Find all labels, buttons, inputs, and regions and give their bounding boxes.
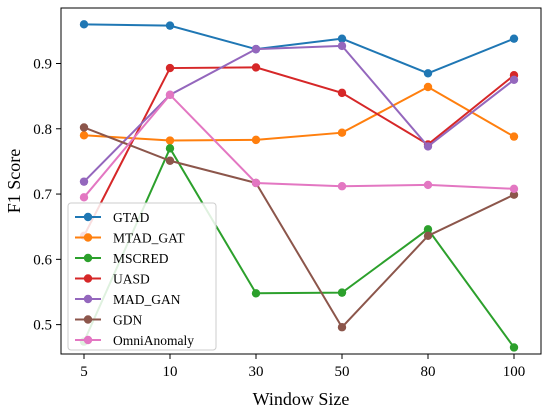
legend-label: UASD [113, 272, 150, 287]
data-point-mtad-gat [337, 128, 347, 137]
series-line-gdn [83, 126, 515, 329]
plot-frame [60, 7, 542, 355]
legend-swatch-marker [83, 274, 93, 283]
series-line-uasd [83, 66, 515, 237]
data-point-mscred [165, 144, 175, 153]
series-line-omnianomaly [83, 93, 515, 198]
data-point-gdn [79, 123, 89, 132]
data-point-gdn [509, 190, 519, 199]
series-layer [79, 20, 519, 352]
data-point-uasd [337, 88, 347, 98]
y-axis-title: F1 Score [4, 149, 24, 214]
data-point-mad-gan [251, 44, 261, 54]
data-point-mscred [423, 225, 433, 234]
data-point-mtad-gat [165, 136, 175, 145]
legend-item-gtad: GTAD [75, 210, 150, 225]
data-point-mad-gan [79, 177, 89, 186]
legend-label: MTAD_GAT [113, 231, 185, 246]
legend-item-mad-gan: MAD_GAN [75, 292, 181, 307]
legend-box [67, 202, 217, 351]
x-tick-label: 100 [503, 364, 526, 380]
data-point-gtad [423, 69, 433, 78]
legend-swatch-marker [83, 253, 93, 263]
data-point-mscred [251, 289, 261, 298]
series-line-mad-gan [83, 44, 515, 183]
legend-item-uasd: UASD [75, 272, 150, 287]
legend: GTAD MTAD_GAT MSCRED UASD MAD_GAN GDN OmniAnom… [67, 202, 217, 351]
data-point-gdn [165, 156, 175, 165]
y-tick-label: 0.7 [33, 187, 52, 203]
legend-label: OmniAnomaly [113, 333, 194, 348]
data-point-uasd [165, 63, 175, 73]
x-tick-label: 5 [80, 364, 88, 380]
data-point-mad-gan [337, 41, 347, 51]
x-tick-label: 50 [335, 364, 350, 380]
data-point-gdn [423, 231, 433, 241]
data-point-omnianomaly [423, 180, 433, 190]
data-point-gtad [79, 20, 89, 29]
legend-item-mtad-gat: MTAD_GAT [75, 231, 185, 246]
data-point-omnianomaly [165, 90, 175, 100]
data-point-gdn [337, 323, 347, 332]
series-line-mtad-gat [83, 85, 515, 142]
data-point-mtad-gat [79, 131, 89, 140]
x-tick-label: 30 [249, 364, 264, 380]
legend-item-omnianomaly: OmniAnomaly [75, 333, 194, 348]
x-axis-title: Window Size [253, 389, 350, 409]
legend-swatch-marker [83, 212, 93, 222]
data-point-mscred [509, 343, 519, 352]
legend-swatch-marker [83, 294, 93, 304]
legend-label: MSCRED [113, 251, 169, 266]
y-tick-label: 0.9 [33, 56, 52, 72]
x-tick-label: 80 [421, 364, 436, 380]
data-point-mtad-gat [509, 132, 519, 141]
y-tick-label: 0.6 [33, 252, 52, 268]
data-point-mscred [337, 288, 347, 297]
series-line-mscred [83, 146, 515, 349]
legend-label: MAD_GAN [113, 292, 181, 307]
y-tick-label: 0.5 [33, 318, 52, 334]
series-omnianomaly [79, 90, 519, 202]
data-point-uasd [251, 63, 261, 72]
data-point-omnianomaly [251, 178, 261, 188]
series-mtad-gat [79, 82, 519, 145]
data-point-gtad [165, 21, 175, 30]
data-point-mad-gan [423, 142, 433, 151]
data-point-omnianomaly [337, 182, 347, 191]
data-point-mtad-gat [251, 135, 261, 145]
data-point-mad-gan [509, 75, 519, 85]
data-point-omnianomaly [509, 184, 519, 194]
data-point-gtad [509, 34, 519, 43]
data-point-mtad-gat [423, 82, 433, 92]
x-axis-ticks: 5 10 30 50 80 100 [80, 354, 525, 380]
legend-swatch-marker [83, 233, 93, 242]
series-line-gtad [83, 23, 515, 75]
legend-item-gdn: GDN [75, 313, 142, 328]
legend-label: GTAD [113, 210, 150, 225]
legend-swatch-marker [83, 315, 93, 324]
x-tick-label: 10 [163, 364, 178, 380]
y-tick-label: 0.8 [33, 122, 52, 138]
legend-swatch-marker [83, 335, 93, 345]
data-point-omnianomaly [79, 193, 89, 202]
legend-label: GDN [113, 313, 142, 328]
data-point-gtad [337, 34, 347, 43]
y-axis-ticks: 0.5 0.6 0.7 0.8 0.9 [33, 56, 61, 334]
series-gtad [79, 20, 519, 78]
legend-item-mscred: MSCRED [75, 251, 169, 266]
